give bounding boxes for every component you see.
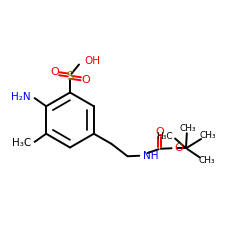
Text: O: O	[50, 68, 59, 78]
Text: O: O	[155, 127, 164, 137]
Text: O: O	[175, 143, 184, 153]
Text: H₃C: H₃C	[12, 138, 31, 147]
Text: S: S	[66, 70, 74, 83]
Text: O: O	[82, 75, 90, 85]
Text: CH₃: CH₃	[198, 156, 215, 165]
Text: NH: NH	[143, 151, 159, 161]
Text: H₂N: H₂N	[11, 92, 31, 102]
Text: OH: OH	[84, 56, 100, 66]
Text: CH₃: CH₃	[180, 124, 196, 133]
Text: CH₃: CH₃	[200, 131, 216, 140]
Text: H₃C: H₃C	[156, 132, 172, 141]
